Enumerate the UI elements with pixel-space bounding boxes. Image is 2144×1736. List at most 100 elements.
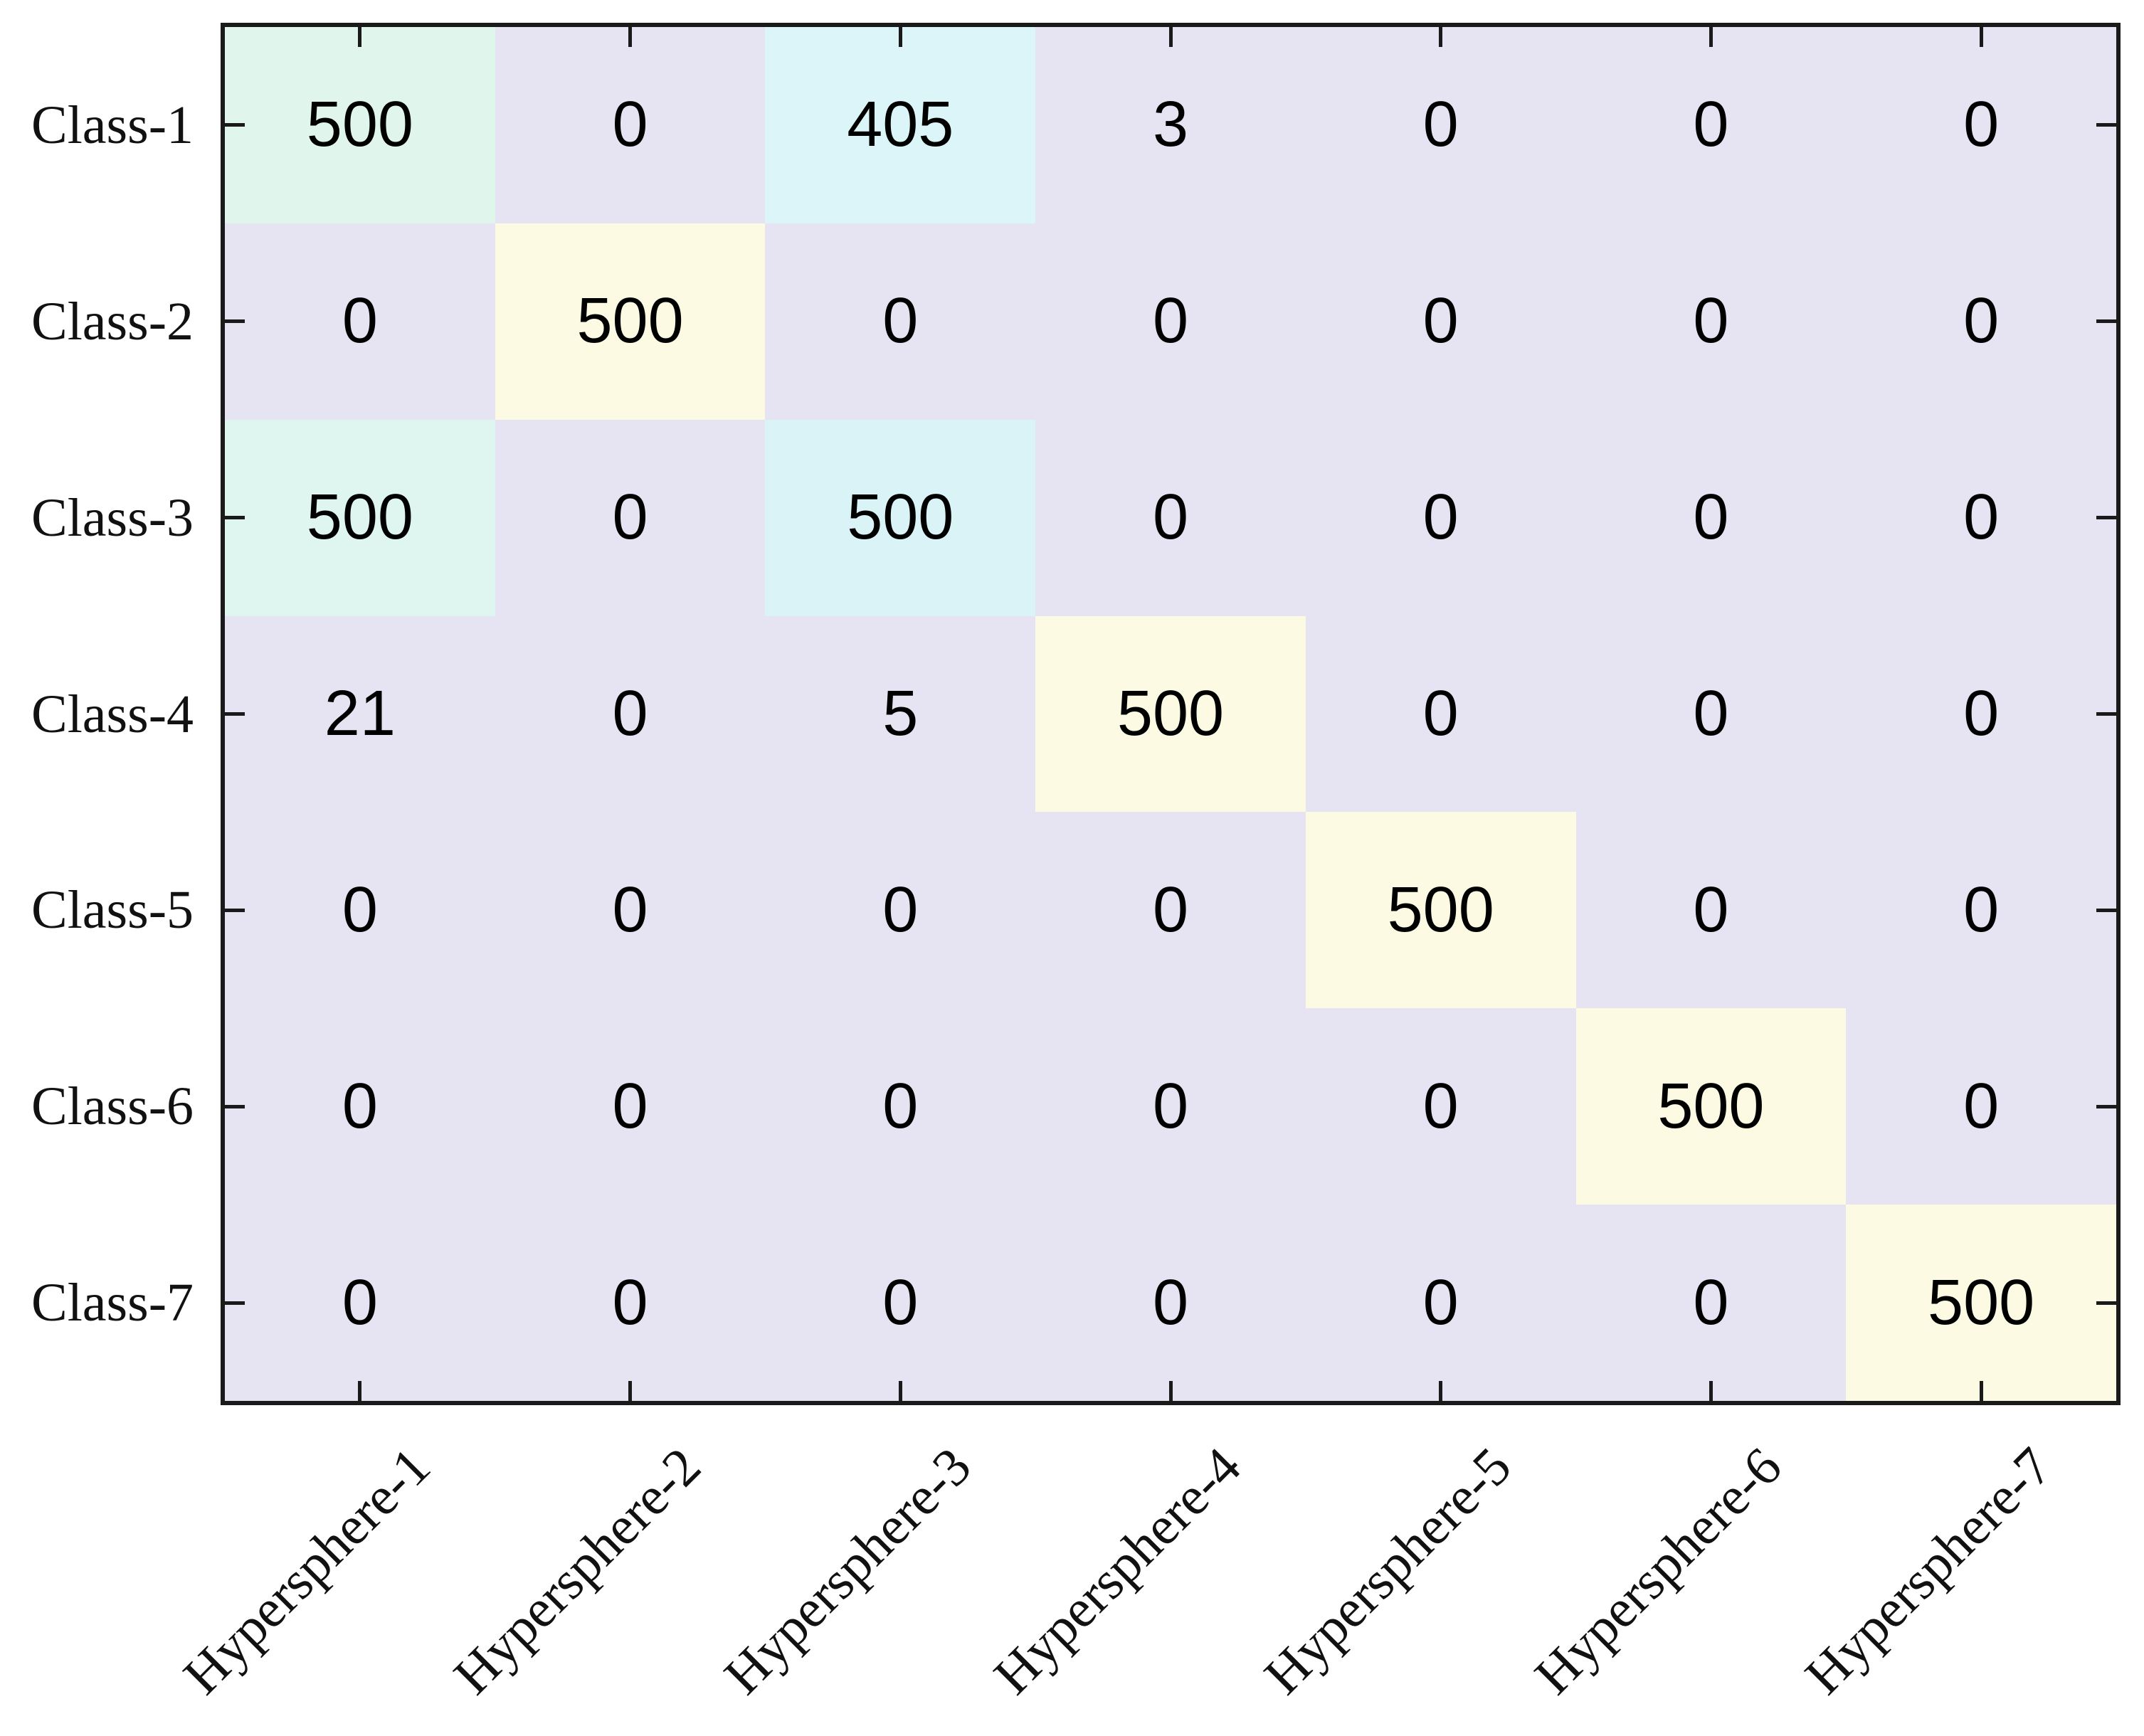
axis-tick (1979, 27, 1983, 47)
x-tick-label: Hypersphere-2 (442, 1436, 712, 1706)
heatmap-cell-r1c7: 0 (1846, 27, 2116, 223)
cell-value: 0 (882, 1266, 919, 1338)
axis-tick (1168, 27, 1173, 47)
heatmap-cell-r2c1: 0 (225, 223, 495, 420)
cell-value: 0 (1963, 285, 2000, 357)
cell-value: 0 (1422, 482, 1459, 554)
cell-value: 0 (612, 874, 648, 946)
cell-value: 0 (1152, 874, 1189, 946)
axis-tick (358, 1381, 362, 1401)
heatmap-cell-r5c5: 500 (1305, 812, 1576, 1009)
axis-tick (628, 1381, 633, 1401)
heatmap-cell-r1c5: 0 (1305, 27, 1576, 223)
heatmap-cell-r5c2: 0 (495, 812, 766, 1009)
axis-tick (2096, 1104, 2116, 1108)
axis-tick (1439, 1381, 1443, 1401)
x-tick-label: Hypersphere-4 (983, 1436, 1253, 1706)
cell-value: 0 (612, 677, 648, 749)
axis-tick (1439, 27, 1443, 47)
cell-value: 0 (1693, 874, 1729, 946)
cell-value: 500 (306, 482, 413, 554)
heatmap-cell-r2c3: 0 (765, 223, 1036, 420)
cell-value: 0 (1963, 677, 2000, 749)
axis-tick (225, 1104, 245, 1108)
axis-tick (225, 1301, 245, 1305)
heatmap-cell-r3c2: 0 (495, 419, 766, 616)
cell-value: 500 (576, 285, 684, 357)
cell-value: 0 (342, 874, 378, 946)
axis-tick (1709, 27, 1713, 47)
cell-value: 0 (612, 1070, 648, 1142)
x-tick-label: Hypersphere-1 (172, 1436, 442, 1706)
heatmap-cell-r7c1: 0 (225, 1205, 495, 1401)
cell-value: 500 (1387, 874, 1494, 946)
axis-tick (225, 123, 245, 127)
heatmap-cell-r5c4: 0 (1035, 812, 1306, 1009)
cell-value: 0 (342, 1070, 378, 1142)
heatmap-cell-r3c1: 500 (225, 419, 495, 616)
heatmap-cell-r3c7: 0 (1846, 419, 2116, 616)
cell-value: 0 (1152, 285, 1189, 357)
x-tick-label: Hypersphere-5 (1253, 1436, 1523, 1706)
cell-value: 0 (1693, 1266, 1729, 1338)
cell-value: 0 (1422, 89, 1459, 161)
cell-value: 500 (1657, 1070, 1765, 1142)
heatmap-cell-r4c2: 0 (495, 615, 766, 813)
cell-value: 500 (306, 89, 413, 161)
y-tick-label: Class-5 (31, 880, 194, 941)
heatmap-cell-r3c6: 0 (1575, 419, 1847, 616)
y-tick-label: Class-1 (31, 95, 194, 155)
heatmap-cell-r2c2: 500 (495, 223, 766, 420)
axis-tick (898, 27, 902, 47)
y-tick-label: Class-7 (31, 1273, 194, 1333)
cell-value: 500 (847, 482, 954, 554)
cell-value: 0 (1422, 1070, 1459, 1142)
heatmap-cell-r1c2: 0 (495, 27, 766, 223)
heatmap-cell-r7c3: 0 (765, 1205, 1036, 1401)
y-tick-label: Class-3 (31, 487, 194, 548)
x-tick-label: Hypersphere-7 (1793, 1436, 2064, 1706)
heatmap-cell-r7c6: 0 (1575, 1205, 1847, 1401)
heatmap-cell-r2c7: 0 (1846, 223, 2116, 420)
cell-value: 21 (324, 677, 396, 749)
cell-value: 0 (1693, 89, 1729, 161)
cell-value: 0 (1693, 285, 1729, 357)
heatmap-cell-r4c4: 500 (1035, 615, 1306, 813)
heatmap-cell-r1c6: 0 (1575, 27, 1847, 223)
cell-value: 3 (1152, 89, 1189, 161)
heatmap-cell-r7c7: 500 (1846, 1205, 2116, 1401)
heatmap-cell-r4c6: 0 (1575, 615, 1847, 813)
heatmap-cell-r7c2: 0 (495, 1205, 766, 1401)
cell-value: 0 (1152, 1266, 1189, 1338)
axis-tick (225, 712, 245, 716)
heatmap-cell-grid: 500 0 405 3 0 0 0 0 500 0 0 0 0 0 500 0 500 0 0 0 0 21 0 5 500 0 0… (225, 27, 2116, 1401)
cell-value: 0 (612, 1266, 648, 1338)
heatmap-cell-r3c4: 0 (1035, 419, 1306, 616)
heatmap-cell-r1c4: 3 (1035, 27, 1306, 223)
heatmap-cell-r5c1: 0 (225, 812, 495, 1009)
axis-tick (898, 1381, 902, 1401)
y-tick-label: Class-6 (31, 1076, 194, 1137)
cell-value: 0 (612, 482, 648, 554)
heatmap-cell-r4c7: 0 (1846, 615, 2116, 813)
cell-value: 500 (1116, 677, 1225, 749)
heatmap-cell-r4c5: 0 (1305, 615, 1576, 813)
x-tick-label: Hypersphere-3 (712, 1436, 983, 1706)
cell-value: 0 (1963, 89, 2000, 161)
heatmap-cell-r3c5: 0 (1305, 419, 1576, 616)
heatmap-cell-r5c6: 0 (1575, 812, 1847, 1009)
cell-value: 500 (1928, 1266, 2035, 1338)
cell-value: 0 (1963, 874, 2000, 946)
cell-value: 0 (1693, 677, 1729, 749)
heatmap-cell-r6c1: 0 (225, 1008, 495, 1205)
cell-value: 0 (342, 285, 378, 357)
heatmap-cell-r2c6: 0 (1575, 223, 1847, 420)
axis-tick (2096, 712, 2116, 716)
axis-tick (2096, 516, 2116, 520)
cell-value: 0 (1422, 1266, 1459, 1338)
heatmap-cell-r2c5: 0 (1305, 223, 1576, 420)
heatmap-cell-r4c1: 21 (225, 615, 495, 813)
cell-value: 0 (882, 874, 919, 946)
cell-value: 0 (1693, 482, 1729, 554)
